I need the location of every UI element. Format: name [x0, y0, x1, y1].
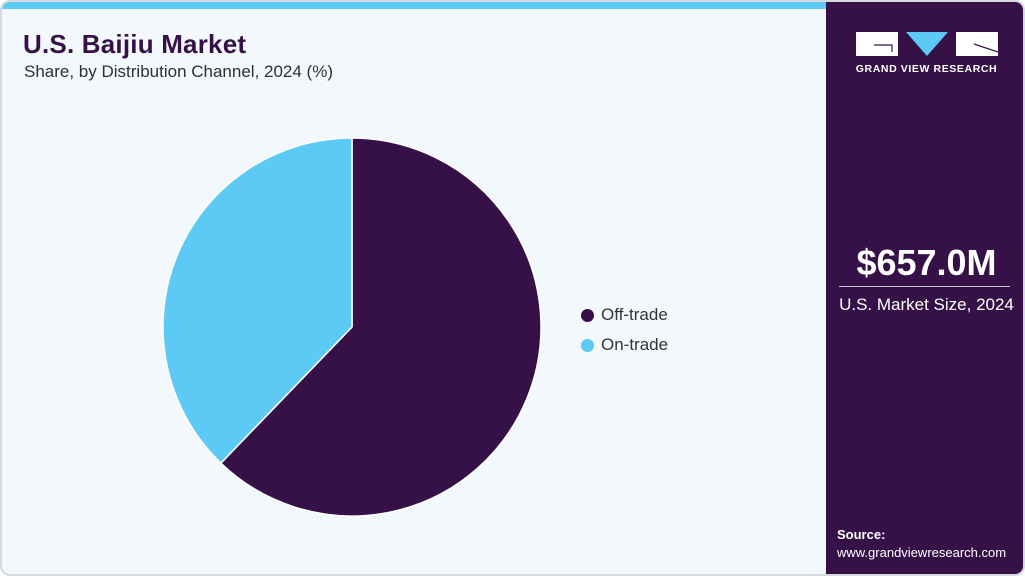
legend-label: Off-trade: [601, 305, 668, 324]
gvr-logo-icon: [856, 32, 998, 56]
pie-slice-on-trade: [162, 137, 353, 464]
legend-label: On-trade: [601, 335, 669, 354]
chart-title: U.S. Baijiu Market: [23, 29, 247, 59]
source-title: Source:: [837, 527, 886, 542]
legend: Off-trade On-trade: [581, 300, 668, 360]
legend-dot-icon: [581, 308, 594, 322]
pie-slice-off-trade: [220, 137, 542, 517]
market-size-label: U.S. Market Size, 2024: [839, 295, 1014, 314]
legend-item-on-trade: On-trade: [581, 330, 668, 360]
legend-dot-icon: [581, 338, 594, 352]
legend-item-off-trade: Off-trade: [581, 300, 668, 330]
divider: [839, 286, 1010, 287]
market-size-value: $657.0M: [856, 242, 997, 283]
top-accent-bar: [2, 2, 826, 9]
brand-name: GRAND VIEW RESEARCH: [855, 63, 998, 75]
pie-chart-svg: [162, 137, 542, 517]
source-link[interactable]: www.grandviewresearch.com: [837, 545, 1007, 560]
side-panel: GRAND VIEW RESEARCH $657.0M U.S. Market …: [826, 2, 1023, 574]
pie-chart: [157, 132, 547, 522]
chart-subtitle: Share, by Distribution Channel, 2024 (%): [24, 62, 333, 81]
